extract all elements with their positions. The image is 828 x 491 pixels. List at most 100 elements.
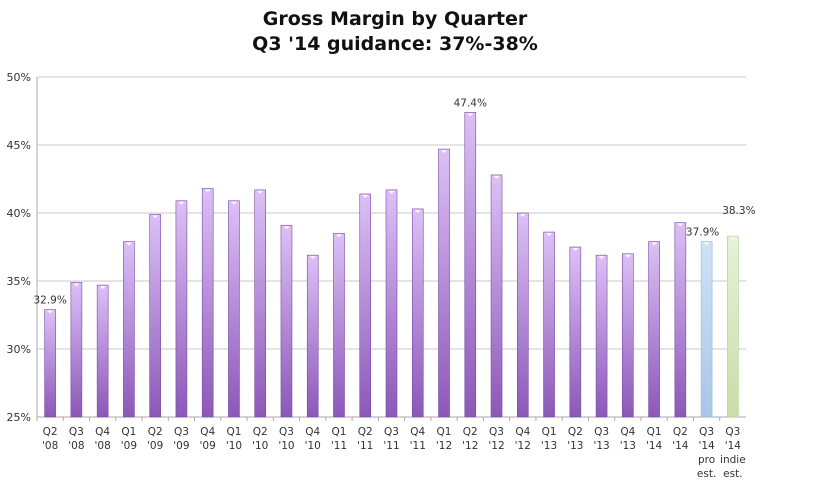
x-tick-label: Q1 — [226, 426, 241, 438]
x-tick-label: est. — [723, 468, 742, 480]
bar-highlight — [467, 113, 474, 117]
x-tick-label: '10 — [305, 440, 321, 452]
x-tick-label: '14 — [672, 440, 689, 452]
x-tick-label: Q3 — [699, 426, 714, 438]
bar — [306, 254, 319, 418]
bar-highlight — [519, 214, 526, 217]
bar-highlight — [624, 254, 631, 258]
x-tick-label: '14 — [646, 440, 663, 452]
bar — [149, 214, 161, 418]
y-tick-label: 30% — [7, 343, 31, 356]
bar — [438, 148, 450, 418]
bar — [175, 200, 188, 418]
x-tick-label: indie — [720, 454, 746, 466]
x-tick-label: '12 — [488, 440, 504, 452]
bar — [411, 208, 424, 418]
bar — [280, 224, 293, 418]
bar-highlight — [546, 233, 553, 237]
x-tick-label: '09 — [173, 440, 189, 452]
x-tick-label: '11 — [410, 440, 426, 452]
x-tick-label: '13 — [620, 440, 636, 452]
bar-highlight — [729, 237, 736, 241]
x-tick-label: '10 — [278, 440, 294, 452]
bar-highlight — [388, 190, 395, 194]
bar — [700, 241, 713, 418]
bar — [254, 189, 267, 418]
data-label: 32.9% — [33, 295, 66, 307]
bar-highlight — [73, 283, 80, 287]
x-tick-label: Q2 — [568, 426, 583, 438]
chart-title: Gross Margin by Quarter — [262, 8, 528, 30]
bar — [70, 282, 83, 418]
bar — [333, 233, 345, 418]
x-tick-label: Q1 — [542, 426, 557, 438]
bar — [727, 235, 739, 418]
bar-highlight — [598, 256, 605, 260]
x-tick-label: Q4 — [515, 426, 530, 438]
x-tick-label: Q3 — [725, 426, 740, 438]
x-tick-label: est. — [697, 468, 716, 480]
bar — [359, 193, 372, 418]
bar — [516, 212, 529, 418]
bar-highlight — [204, 189, 211, 193]
y-tick-label: 35% — [7, 275, 31, 288]
bar-highlight — [677, 223, 684, 227]
bar — [123, 241, 135, 418]
x-tick-label: Q1 — [332, 426, 347, 438]
bar-highlight — [152, 215, 159, 219]
bar — [490, 174, 503, 418]
bar-highlight — [651, 242, 658, 246]
bar-highlight — [414, 209, 421, 213]
x-tick-label: Q2 — [253, 426, 268, 438]
x-tick-label: '08 — [95, 440, 111, 452]
x-tick-label: Q1 — [647, 426, 662, 438]
x-tick-label: '09 — [200, 440, 216, 452]
x-tick-label: Q3 — [489, 426, 504, 438]
x-tick-label: '12 — [462, 440, 478, 452]
x-tick-label: Q3 — [174, 426, 189, 438]
x-tick-label: Q1 — [121, 426, 136, 438]
bar — [622, 253, 634, 418]
x-tick-label: Q4 — [410, 426, 425, 438]
y-tick-label: 25% — [7, 411, 31, 424]
x-tick-label: Q2 — [43, 426, 58, 438]
chart-subtitle: Q3 '14 guidance: 37%-38% — [252, 33, 538, 55]
bar — [385, 189, 398, 418]
bar — [648, 241, 660, 418]
y-tick-label: 40% — [7, 207, 31, 220]
data-label: 47.4% — [454, 97, 487, 109]
x-tick-label: '12 — [436, 440, 452, 452]
x-tick-label: Q1 — [437, 426, 452, 438]
bar-highlight — [283, 226, 290, 230]
bar — [228, 200, 240, 418]
bar-highlight — [493, 175, 500, 179]
bar — [464, 112, 477, 418]
data-label: 37.9% — [686, 227, 719, 239]
x-tick-label: '13 — [541, 440, 557, 452]
x-tick-label: '14 — [725, 440, 742, 452]
x-tick-label: Q4 — [200, 426, 215, 438]
y-tick-label: 50% — [7, 71, 31, 84]
x-tick-label: Q4 — [95, 426, 110, 438]
x-tick-label: Q2 — [463, 426, 478, 438]
bar-highlight — [99, 286, 106, 290]
x-tick-label: '11 — [331, 440, 347, 452]
x-tick-label: '10 — [252, 440, 268, 452]
x-tick-label: '12 — [515, 440, 531, 452]
x-tick-label: '08 — [68, 440, 84, 452]
bar-highlight — [47, 310, 54, 314]
x-tick-label: pro — [698, 454, 715, 466]
x-tick-label: '09 — [121, 440, 137, 452]
bar-highlight — [257, 190, 264, 194]
bar-highlight — [441, 150, 448, 154]
bar-highlight — [703, 242, 710, 246]
x-tick-label: Q4 — [620, 426, 635, 438]
x-tick-label: Q2 — [673, 426, 688, 438]
x-tick-label: '11 — [357, 440, 373, 452]
bar-highlight — [572, 248, 579, 251]
bar — [201, 188, 214, 418]
x-tick-label: '09 — [147, 440, 163, 452]
bar-highlight — [309, 256, 316, 260]
